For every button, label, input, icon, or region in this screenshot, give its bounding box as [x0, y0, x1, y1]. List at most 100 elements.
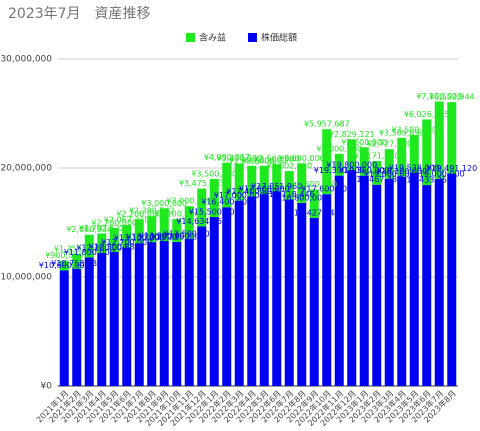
- legend-label: 株価総額: [261, 32, 297, 44]
- bar-segment: [109, 227, 119, 252]
- data-label: ¥19,538,000: [389, 164, 440, 173]
- bar-segment: [359, 175, 369, 386]
- data-label: ¥18,467,483: [351, 175, 402, 184]
- data-label: ¥12,700,000: [101, 238, 152, 247]
- bar-segment: [334, 153, 344, 176]
- data-label: ¥6,026,555: [404, 110, 450, 119]
- chart-title: 2023年7月 資産推移: [8, 6, 151, 22]
- bar-segment: [184, 238, 194, 386]
- bar-segment: [334, 175, 344, 386]
- bar-segment: [309, 217, 319, 386]
- data-label: ¥2,100,000: [154, 210, 200, 219]
- data-label: ¥17,600,000: [239, 185, 290, 194]
- data-label: ¥10,758,937: [51, 259, 102, 268]
- data-label: ¥2,200,000: [91, 218, 137, 227]
- y-tick-label: ¥0: [41, 382, 53, 392]
- bar-segment: [147, 242, 157, 386]
- bar-segment: [297, 202, 307, 386]
- bar-segment: [372, 184, 382, 386]
- bar-segment: [434, 101, 444, 179]
- bar-segment: [209, 178, 219, 218]
- bar-segment: [422, 119, 432, 186]
- data-label: ¥14,634,556: [176, 217, 227, 226]
- data-label: ¥19,300,000: [314, 166, 365, 175]
- data-label: ¥3,400,000: [216, 154, 262, 163]
- bar-segment: [147, 216, 157, 243]
- bar-segment: [222, 207, 232, 386]
- data-label: ¥19,800,000: [326, 161, 377, 170]
- data-label: ¥19,491,120: [426, 164, 477, 173]
- data-label: ¥3,475,063: [179, 179, 225, 188]
- y-tick-label: ¥10,000,000: [0, 273, 52, 283]
- bar-segment: [447, 102, 457, 174]
- y-tick-label: ¥20,000,000: [0, 164, 52, 174]
- bar-segment: [134, 243, 144, 386]
- bar-segment: [397, 176, 407, 386]
- bar-segment: [184, 206, 194, 239]
- data-label: ¥2,500,000: [254, 155, 300, 164]
- bar-segment: [234, 163, 244, 201]
- data-label: ¥2,602,250: [266, 162, 312, 171]
- data-label: ¥4,090,337: [204, 153, 250, 162]
- bar-segment: [272, 191, 282, 386]
- bar-segment: [284, 199, 294, 386]
- data-label: ¥2,200,000: [116, 210, 162, 219]
- data-label: ¥3,000,000: [166, 197, 212, 206]
- data-label: ¥17,600,000: [301, 185, 352, 194]
- data-label: ¥17,400,000: [226, 187, 277, 196]
- data-label: ¥19,200,000: [376, 167, 427, 176]
- data-label: ¥12,300,888: [89, 242, 140, 251]
- bar-segment: [159, 241, 169, 386]
- bar-segment: [322, 129, 332, 195]
- bar-segment: [259, 165, 269, 195]
- bar-segment: [247, 196, 257, 386]
- data-label: ¥3,500,000: [191, 169, 237, 178]
- data-label: ¥6,552,944: [429, 93, 475, 102]
- legend-swatch: [248, 33, 257, 42]
- bar-segment: [97, 253, 107, 386]
- data-label: ¥13,300,000: [139, 232, 190, 241]
- data-label: ¥17,000,000: [214, 191, 265, 200]
- bar-segment: [372, 161, 382, 185]
- data-label: ¥3,500,000: [391, 125, 437, 134]
- bar-segment: [347, 170, 357, 386]
- bar-segment: [59, 270, 69, 386]
- data-label: ¥13,215,884: [151, 232, 202, 241]
- bar-segment: [134, 219, 144, 244]
- bar-segment: [384, 149, 394, 179]
- data-label: ¥2,080,834: [66, 225, 112, 234]
- data-label: ¥19,300,000: [339, 166, 390, 175]
- data-label: ¥15,427,440: [289, 208, 340, 217]
- bar-segment: [422, 185, 432, 386]
- bar-segment: [397, 137, 407, 177]
- bar-segment: [222, 162, 232, 208]
- data-label: ¥16,400,000: [201, 198, 252, 207]
- data-label: ¥7,100,000: [416, 92, 462, 101]
- data-label: ¥3,569,893: [379, 128, 425, 137]
- data-label: ¥19,000,000: [364, 169, 415, 178]
- data-label: ¥10,600,000: [39, 261, 90, 270]
- bar-segment: [259, 194, 269, 386]
- bar-segment: [234, 200, 244, 386]
- bar-segment: [122, 225, 132, 248]
- bar-segment: [59, 260, 69, 271]
- data-label: ¥11,800,000: [64, 248, 115, 257]
- data-label: ¥2,067,310: [104, 216, 150, 225]
- bar-segment: [172, 241, 182, 386]
- bar-segment: [347, 139, 357, 171]
- bar-segment: [109, 251, 119, 386]
- data-label: ¥1,792,822: [79, 224, 125, 233]
- data-label: ¥3,000,000: [141, 199, 187, 208]
- data-label: ¥2,171,020: [354, 152, 400, 161]
- bar-segment: [297, 163, 307, 203]
- data-label: ¥17,118,446: [264, 190, 315, 199]
- data-label: ¥15,500,000: [189, 208, 240, 217]
- bar-segment: [309, 189, 319, 218]
- data-label: ¥2,727,790: [366, 140, 412, 149]
- data-label: ¥2,600,000: [291, 180, 337, 189]
- bar-segment: [434, 178, 444, 386]
- legend-swatch: [186, 33, 195, 42]
- data-label: ¥13,200,000: [126, 233, 177, 242]
- bar-segment: [322, 194, 332, 386]
- data-label: ¥18,433,257: [401, 176, 452, 185]
